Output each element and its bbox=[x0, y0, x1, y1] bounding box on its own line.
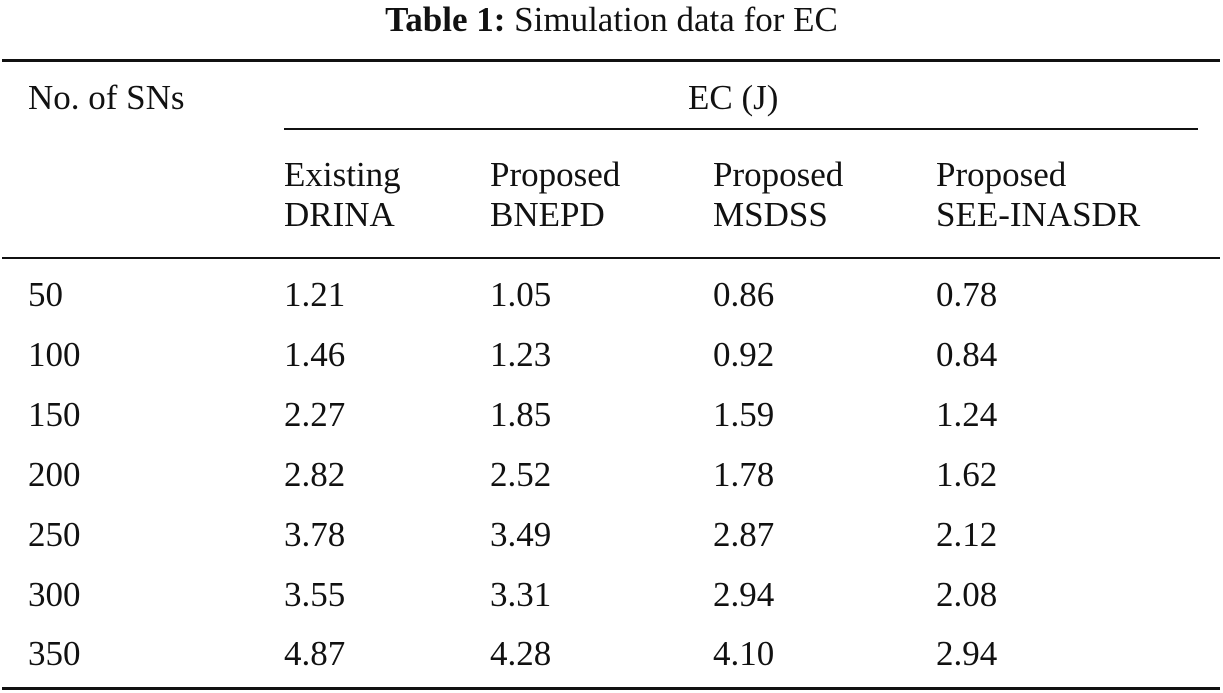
column-header-line1: Proposed bbox=[713, 155, 844, 194]
table-cell-value: 1.46 bbox=[284, 335, 346, 374]
table-cell-sns: 100 bbox=[28, 335, 81, 374]
table-cell-value: 0.84 bbox=[936, 335, 998, 374]
table-cell-sns: 250 bbox=[28, 515, 81, 554]
table-cell-value: 2.82 bbox=[284, 455, 346, 494]
column-header-see-inasdr: Proposed SEE-INASDR bbox=[936, 155, 1140, 235]
column-header-line1: Proposed bbox=[936, 155, 1067, 194]
table-cell-value: 1.05 bbox=[490, 275, 552, 314]
table-cell-value: 4.10 bbox=[713, 634, 775, 673]
table-cell-value: 2.12 bbox=[936, 515, 998, 554]
column-header-line2: MSDSS bbox=[713, 195, 828, 234]
table-cell-sns: 350 bbox=[28, 634, 81, 673]
table-cell-value: 1.62 bbox=[936, 455, 998, 494]
column-header-line1: Existing bbox=[284, 155, 401, 194]
table-cell-value: 3.55 bbox=[284, 575, 346, 614]
table-cell-value: 0.78 bbox=[936, 275, 998, 314]
table-cell-sns: 50 bbox=[28, 275, 63, 314]
header-rule bbox=[2, 257, 1220, 259]
column-header-line1: Proposed bbox=[490, 155, 621, 194]
column-header-line2: BNEPD bbox=[490, 195, 605, 234]
table-cell-value: 0.92 bbox=[713, 335, 775, 374]
table-cell-sns: 300 bbox=[28, 575, 81, 614]
table-cell-value: 1.24 bbox=[936, 395, 998, 434]
table-cell-value: 2.27 bbox=[284, 395, 346, 434]
column-header-msdss: Proposed MSDSS bbox=[713, 155, 843, 235]
table-cell-value: 2.52 bbox=[490, 455, 552, 494]
table-cell-value: 3.78 bbox=[284, 515, 346, 554]
table-cell-value: 1.59 bbox=[713, 395, 775, 434]
table-cell-value: 4.28 bbox=[490, 634, 552, 673]
table-caption: Table 1: Simulation data for EC bbox=[0, 0, 1223, 46]
table-cell-sns: 200 bbox=[28, 455, 81, 494]
column-header-bnepd: Proposed BNEPD bbox=[490, 155, 620, 235]
row-header: No. of SNs bbox=[28, 78, 185, 117]
table-cell-value: 2.94 bbox=[936, 634, 998, 673]
table-cell-value: 0.86 bbox=[713, 275, 775, 314]
column-header-line2: DRINA bbox=[284, 195, 395, 234]
table-cell-value: 1.23 bbox=[490, 335, 552, 374]
table-cell-value: 2.08 bbox=[936, 575, 998, 614]
table-cell-value: 4.87 bbox=[284, 634, 346, 673]
table-cell-value: 1.78 bbox=[713, 455, 775, 494]
group-rule bbox=[284, 128, 1198, 130]
caption-text: Simulation data for EC bbox=[514, 0, 838, 39]
column-header-line2: SEE-INASDR bbox=[936, 195, 1141, 234]
column-header-drina: Existing DRINA bbox=[284, 155, 401, 235]
table-cell-value: 3.49 bbox=[490, 515, 552, 554]
bottom-rule bbox=[2, 687, 1220, 690]
table-cell-sns: 150 bbox=[28, 395, 81, 434]
table-cell-value: 3.31 bbox=[490, 575, 552, 614]
group-header: EC (J) bbox=[688, 78, 779, 117]
table-cell-value: 2.87 bbox=[713, 515, 775, 554]
top-rule bbox=[2, 59, 1220, 62]
table-cell-value: 1.85 bbox=[490, 395, 552, 434]
caption-label: Table 1: bbox=[385, 0, 506, 39]
table-cell-value: 1.21 bbox=[284, 275, 346, 314]
table-cell-value: 2.94 bbox=[713, 575, 775, 614]
